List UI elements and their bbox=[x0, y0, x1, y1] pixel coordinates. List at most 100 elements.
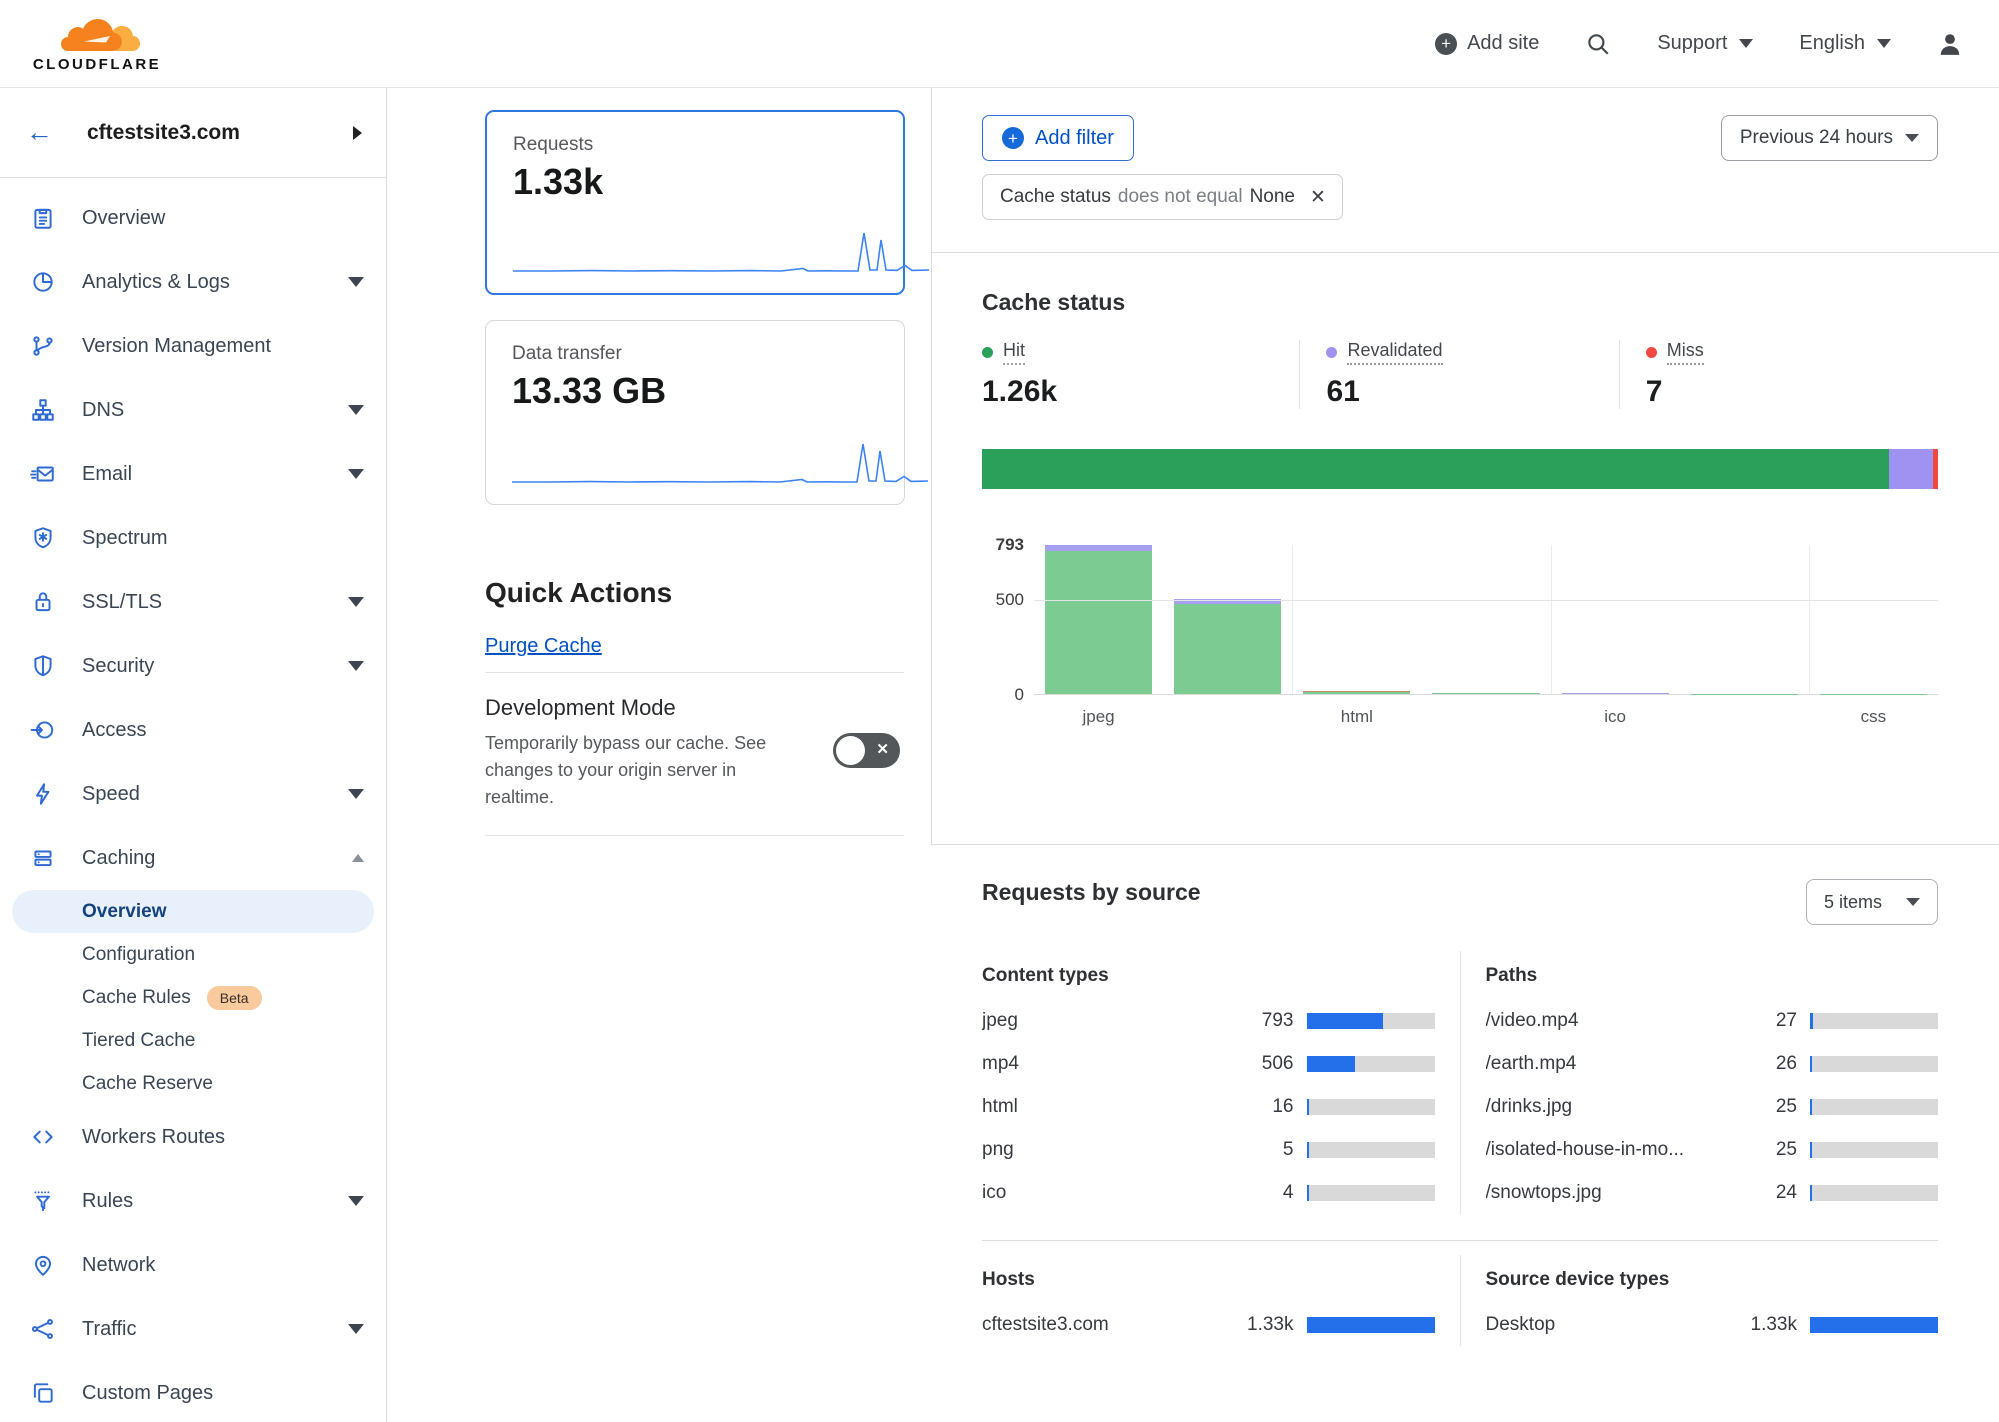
content-types-table: Content types jpeg 793 mp4 506 html 16 bbox=[982, 965, 1435, 1214]
table-row[interactable]: html 16 bbox=[982, 1085, 1435, 1128]
metric-value: 13.33 GB bbox=[512, 370, 667, 411]
clipboard-icon bbox=[34, 208, 52, 229]
data-transfer-metric-card[interactable]: Data transfer 13.33 GB bbox=[485, 320, 929, 505]
support-menu[interactable]: Support bbox=[1657, 32, 1754, 55]
chevron-down-icon bbox=[348, 597, 364, 607]
mini-bar-fill bbox=[1306, 1316, 1435, 1333]
table-row[interactable]: /video.mp4 27 bbox=[1486, 999, 1938, 1042]
table-row[interactable]: jpeg 793 bbox=[982, 999, 1435, 1042]
sidebar-item-overview[interactable]: Overview bbox=[0, 186, 386, 250]
sidebar-item-rules[interactable]: Rules bbox=[0, 1169, 386, 1233]
requests-metric-card[interactable]: Requests 1.33k bbox=[485, 110, 930, 295]
table-row[interactable]: /isolated-house-in-mo... 25 bbox=[1486, 1128, 1938, 1171]
funnel-icon bbox=[34, 1191, 50, 1212]
back-arrow-icon[interactable]: ← bbox=[26, 117, 53, 147]
pages-icon bbox=[33, 1383, 53, 1403]
table-row[interactable]: png 5 bbox=[982, 1128, 1435, 1171]
remove-filter-icon[interactable]: ✕ bbox=[1310, 186, 1326, 208]
envelope-icon bbox=[30, 466, 54, 482]
chart-ytick-label: 500 bbox=[995, 590, 1024, 610]
sidebar-item-ssl-tls[interactable]: SSL/TLS bbox=[0, 570, 386, 634]
code-brackets-icon bbox=[33, 1130, 53, 1144]
chart-bar[interactable] bbox=[1034, 545, 1163, 694]
sidebar-item-network[interactable]: Network bbox=[0, 1233, 386, 1297]
source-device-types-table: Source device types Desktop 1.33k bbox=[1486, 1269, 1938, 1346]
mini-bar-fill bbox=[1810, 1316, 1938, 1333]
legend-miss-toggle[interactable]: Miss bbox=[1645, 340, 1918, 365]
sidebar-item-analytics-logs[interactable]: Analytics & Logs bbox=[0, 250, 386, 314]
cache-status-title: Cache status bbox=[982, 289, 1126, 315]
mini-bar-fill bbox=[1810, 1098, 1813, 1115]
quick-actions-title: Quick Actions bbox=[485, 577, 673, 608]
search-icon[interactable] bbox=[1585, 31, 1611, 57]
sidebar-item-traffic[interactable]: Traffic bbox=[0, 1297, 386, 1361]
stacked-bar-hit bbox=[982, 449, 1890, 489]
sidebar-item-workers-routes[interactable]: Workers Routes bbox=[0, 1105, 386, 1169]
sidebar-item-caching[interactable]: Caching bbox=[0, 826, 386, 890]
chart-bar[interactable] bbox=[1809, 545, 1938, 694]
mini-bar-track bbox=[1810, 1055, 1938, 1072]
table-row[interactable]: /snowtops.jpg 24 bbox=[1486, 1171, 1938, 1214]
sidebar-subitem-cache-rules[interactable]: Cache Rules Beta bbox=[12, 976, 374, 1019]
table-row[interactable]: ico 4 bbox=[982, 1171, 1435, 1214]
beta-badge: Beta bbox=[206, 985, 262, 1010]
chevron-right-icon[interactable] bbox=[353, 125, 362, 140]
sidebar-subitem-configuration[interactable]: Configuration bbox=[82, 943, 196, 965]
cache-status-chart-yticks: 0 500 793 bbox=[982, 535, 1024, 704]
legend-revalidated-toggle[interactable]: Revalidated bbox=[1326, 340, 1598, 365]
development-mode-toggle[interactable]: ✕ bbox=[833, 733, 900, 768]
chart-bar[interactable] bbox=[1551, 545, 1680, 694]
time-range-dropdown[interactable]: Previous 24 hours bbox=[1720, 115, 1938, 161]
chevron-down-icon bbox=[1877, 39, 1891, 48]
cache-status-stacked-bar bbox=[982, 449, 1938, 489]
mini-bar-fill bbox=[1810, 1012, 1813, 1029]
sidebar-item-spectrum[interactable]: Spectrum bbox=[0, 506, 386, 570]
items-count-dropdown[interactable]: 5 items bbox=[1805, 879, 1938, 925]
mini-bar-fill bbox=[1306, 1012, 1383, 1029]
sidebar-item-email[interactable]: Email bbox=[0, 442, 386, 506]
cache-status-legend: Hit 1.26k Revalidated 61 Miss bbox=[982, 340, 1938, 409]
chart-bar[interactable] bbox=[1163, 545, 1292, 694]
table-row[interactable]: cftestsite3.com 1.33k bbox=[982, 1303, 1435, 1346]
legend-hit-toggle[interactable]: Hit bbox=[982, 340, 1279, 365]
lightning-icon bbox=[36, 783, 50, 805]
add-filter-button[interactable]: + Add filter bbox=[982, 115, 1134, 161]
mini-bar-fill bbox=[1306, 1141, 1309, 1158]
chart-bar-segment-revalidated bbox=[1174, 598, 1282, 604]
sidebar-item-dns[interactable]: DNS bbox=[0, 378, 386, 442]
filter-value: None bbox=[1249, 186, 1295, 207]
purge-cache-link[interactable]: Purge Cache bbox=[485, 635, 602, 657]
table-row[interactable]: /drinks.jpg 25 bbox=[1486, 1085, 1938, 1128]
sidebar-subitem-tiered-cache[interactable]: Tiered Cache bbox=[82, 1029, 196, 1051]
sidebar-nav: Overview Analytics & Logs Version Manage… bbox=[0, 178, 386, 1422]
padlock-icon bbox=[35, 592, 51, 612]
chart-bar[interactable] bbox=[1680, 545, 1809, 694]
chevron-up-icon bbox=[352, 854, 364, 862]
add-site-button[interactable]: + Add site bbox=[1435, 32, 1539, 55]
sidebar-item-access[interactable]: Access bbox=[0, 698, 386, 762]
user-icon[interactable] bbox=[1937, 31, 1963, 57]
hit-value: 1.26k bbox=[982, 375, 1058, 408]
sidebar-subitem-cache-reserve[interactable]: Cache Reserve bbox=[82, 1072, 213, 1094]
analytics-pane: + Add filter Cache status does not equal… bbox=[932, 88, 1999, 1422]
cloudflare-logo[interactable]: CLOUDFLARE bbox=[28, 15, 166, 73]
sidebar-subitem-caching-overview[interactable]: Overview bbox=[12, 890, 374, 933]
sidebar-item-custom-pages[interactable]: Custom Pages bbox=[0, 1361, 386, 1422]
table-row[interactable]: mp4 506 bbox=[982, 1042, 1435, 1085]
chevron-down-icon bbox=[348, 1196, 364, 1206]
chart-bar[interactable] bbox=[1421, 545, 1550, 694]
git-branch-icon bbox=[33, 336, 53, 356]
sidebar-item-version-management[interactable]: Version Management bbox=[0, 314, 386, 378]
chart-xtick-label: ico bbox=[1604, 707, 1627, 726]
sidebar-item-security[interactable]: Security bbox=[0, 634, 386, 698]
sidebar-item-speed[interactable]: Speed bbox=[0, 762, 386, 826]
requests-by-source-header: Requests by source 5 items bbox=[982, 879, 1938, 925]
table-row[interactable]: /earth.mp4 26 bbox=[1486, 1042, 1938, 1085]
chevron-down-icon bbox=[1739, 39, 1754, 48]
mini-bar-fill bbox=[1306, 1184, 1309, 1201]
chart-bar[interactable] bbox=[1292, 545, 1421, 694]
shield-icon bbox=[34, 655, 52, 677]
chart-bar-segment-hit bbox=[1432, 693, 1540, 694]
table-row[interactable]: Desktop 1.33k bbox=[1486, 1303, 1938, 1346]
language-menu[interactable]: English bbox=[1799, 32, 1891, 55]
